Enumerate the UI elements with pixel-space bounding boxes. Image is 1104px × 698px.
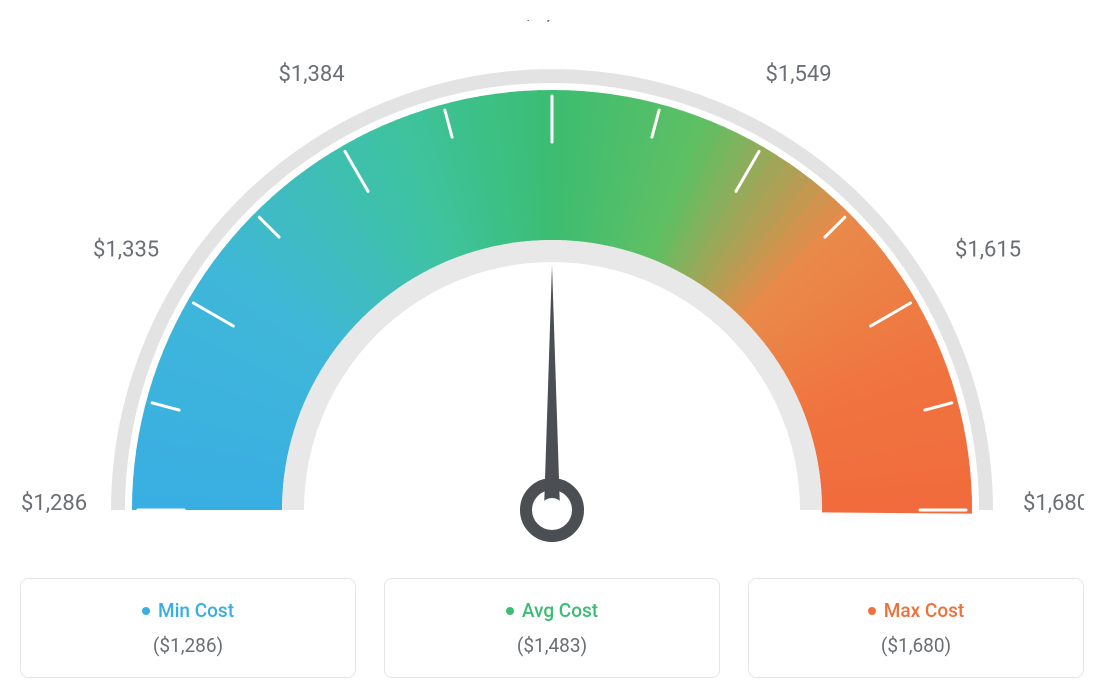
legend-card-avg: Avg Cost ($1,483): [384, 578, 720, 678]
legend-title-avg: Avg Cost: [506, 599, 598, 622]
gauge-tick-label: $1,286: [21, 491, 87, 516]
gauge-tick-label: $1,680: [1023, 491, 1084, 516]
gauge-tick-label: $1,335: [93, 238, 159, 263]
gauge-tick-label: $1,384: [279, 62, 345, 87]
legend-value-max: ($1,680): [749, 634, 1083, 657]
legend-title-text: Avg Cost: [522, 599, 598, 622]
legend-title-max: Max Cost: [868, 599, 964, 622]
dot-icon: [506, 607, 514, 615]
legend-title-min: Min Cost: [142, 599, 234, 622]
legend-value-avg: ($1,483): [385, 634, 719, 657]
legend-card-min: Min Cost ($1,286): [20, 578, 356, 678]
dot-icon: [142, 607, 150, 615]
legend-title-text: Min Cost: [158, 599, 234, 622]
legend: Min Cost ($1,286) Avg Cost ($1,483) Max …: [20, 578, 1084, 678]
legend-value-min: ($1,286): [21, 634, 355, 657]
gauge-tick-label: $1,615: [955, 238, 1021, 263]
cost-gauge: $1,286 $1,335 $1,384 $1,483 $1,549 $1,615 $1,6…: [20, 20, 1084, 560]
dot-icon: [868, 607, 876, 615]
gauge-tick-label: $1,549: [766, 62, 832, 87]
legend-title-text: Max Cost: [884, 599, 964, 622]
gauge-tick-label: $1,483: [522, 20, 588, 25]
legend-card-max: Max Cost ($1,680): [748, 578, 1084, 678]
